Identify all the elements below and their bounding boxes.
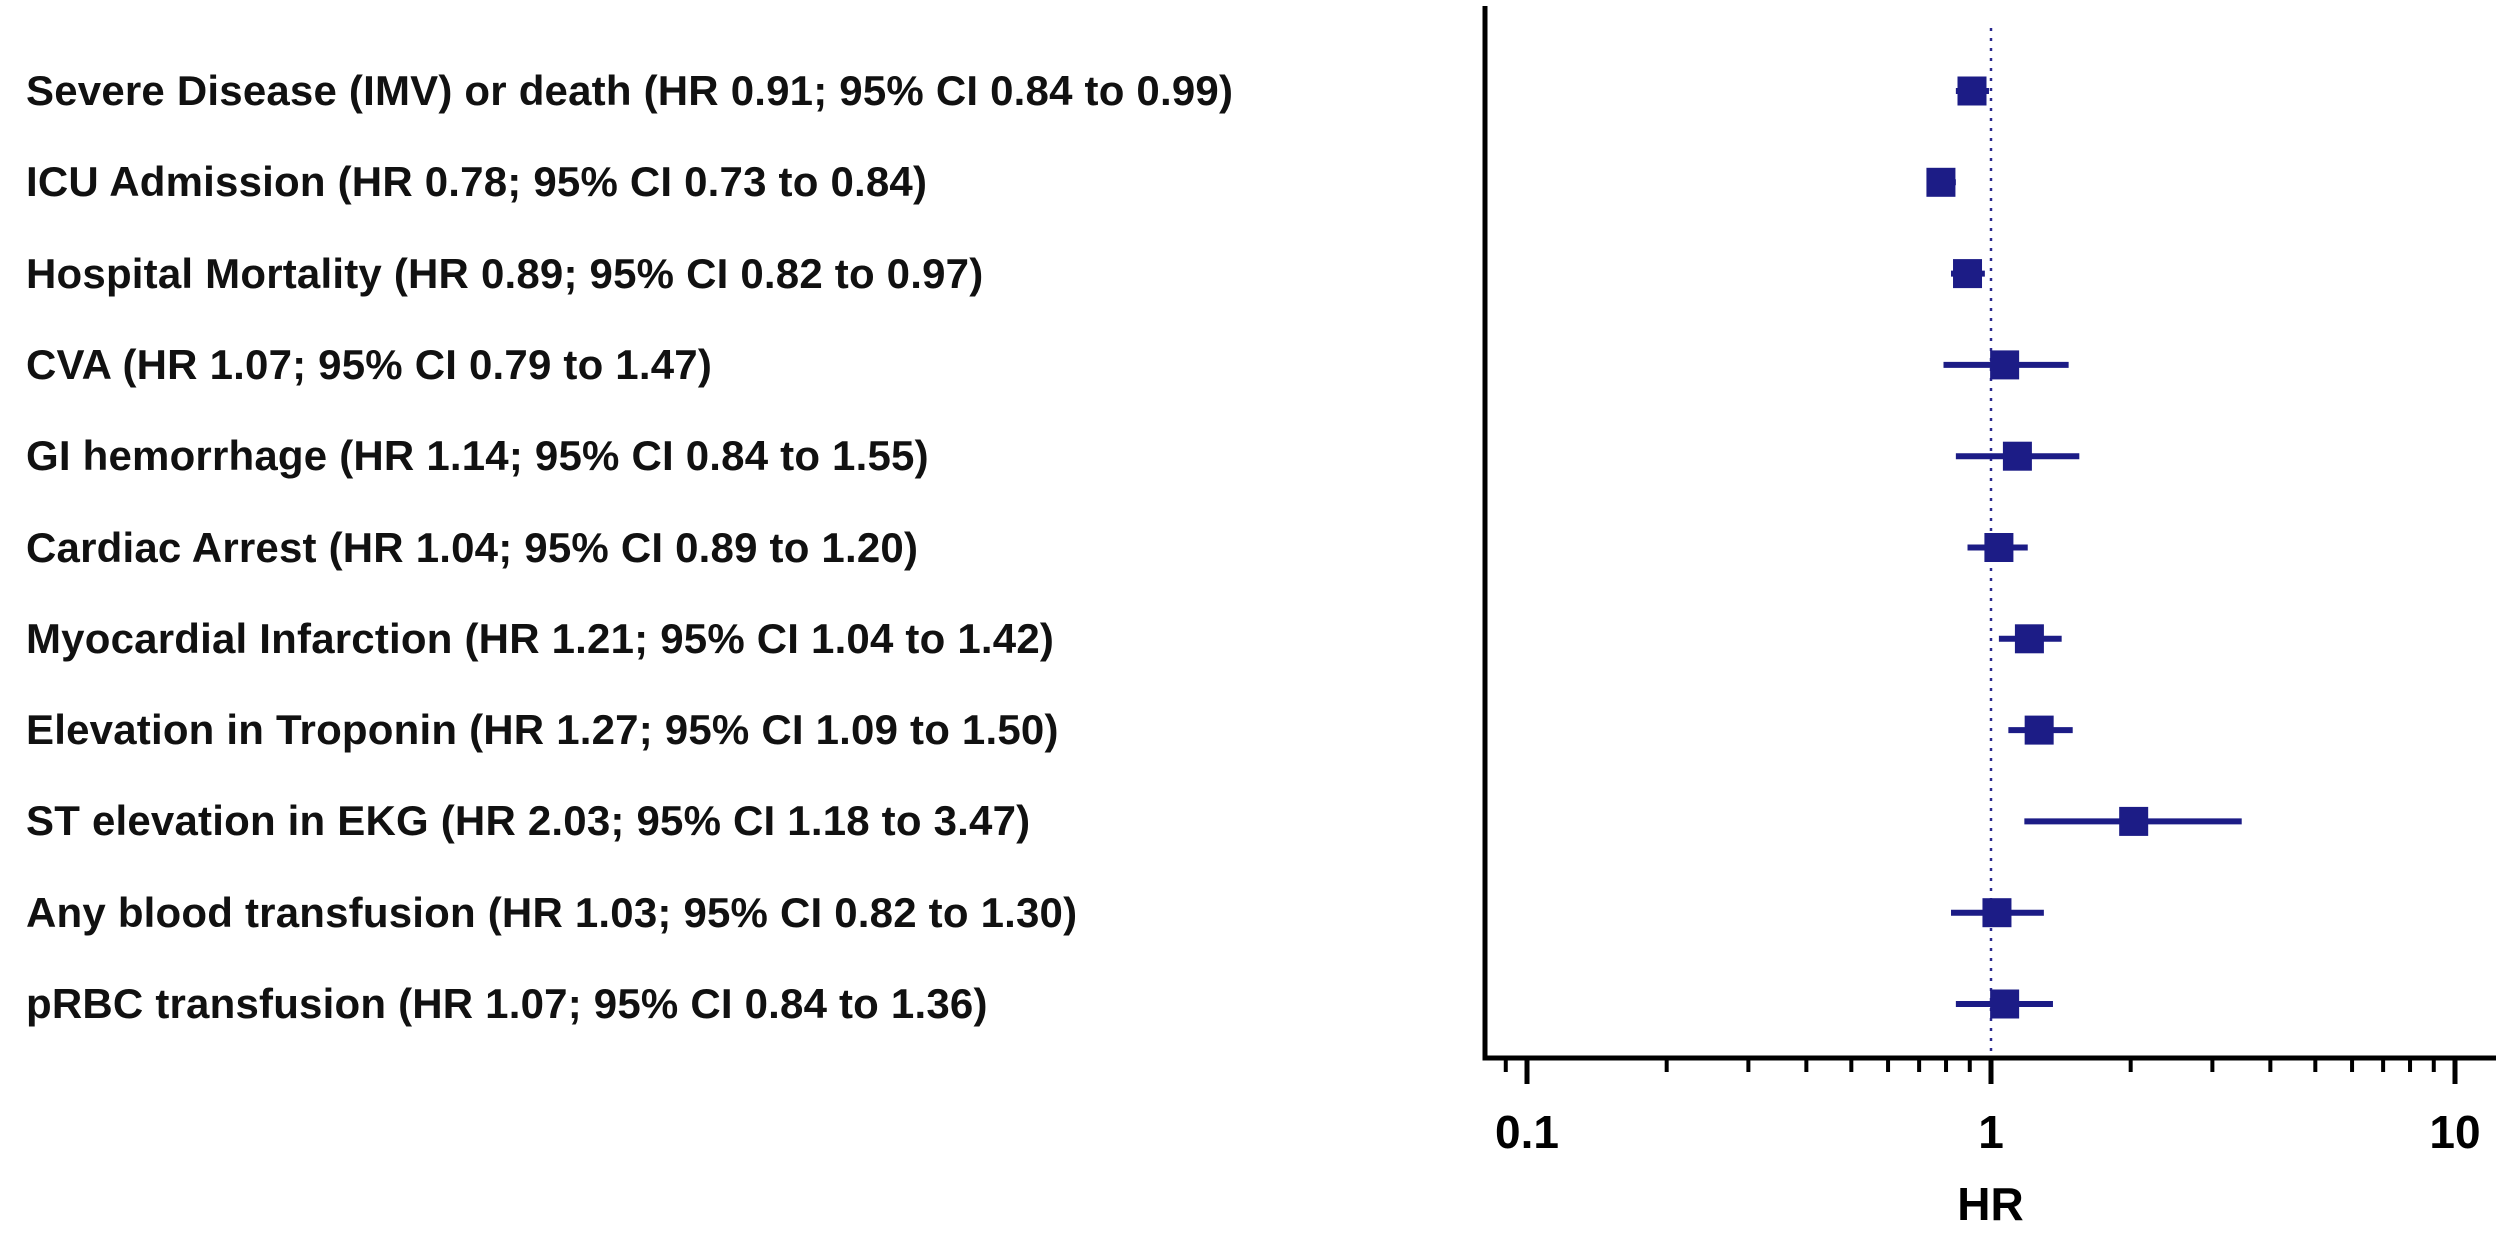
outcome-label: Elevation in Troponin (HR 1.27; 95% CI 1… (26, 706, 1059, 754)
hr-marker (1990, 350, 2020, 380)
hr-marker (1984, 533, 2014, 562)
x-tick-label: 0.1 (1495, 1106, 1559, 1158)
hr-marker (2119, 806, 2149, 836)
hr-marker (1953, 259, 1983, 289)
outcome-label: Severe Disease (IMV) or death (HR 0.91; … (26, 67, 1234, 114)
x-axis-title: HR (1957, 1178, 2023, 1230)
x-tick-label: 1 (1978, 1106, 2004, 1158)
hr-marker (1982, 898, 2012, 928)
hr-marker (1957, 76, 1987, 106)
outcome-label: Myocardial Infarction (HR 1.21; 95% CI 1… (26, 614, 1055, 662)
outcome-label: ST elevation in EKG (HR 2.03; 95% CI 1.1… (26, 797, 1031, 845)
outcome-label: GI hemorrhage (HR 1.14; 95% CI 0.84 to 1… (26, 432, 929, 480)
outcome-label: pRBC transfusion (HR 1.07; 95% CI 0.84 t… (26, 980, 988, 1027)
hr-marker (2002, 441, 2032, 471)
outcome-label: CVA (HR 1.07; 95% CI 0.79 to 1.47) (26, 340, 713, 388)
outcome-label: ICU Admission (HR 0.78; 95% CI 0.73 to 0… (26, 158, 928, 206)
hr-marker (2014, 624, 2044, 654)
hr-marker (1990, 989, 2020, 1019)
outcome-label: Cardiac Arrest (HR 1.04; 95% CI 0.89 to … (26, 523, 919, 571)
hr-marker (1926, 167, 1956, 197)
outcome-label: Hospital Mortality (HR 0.89; 95% CI 0.82… (26, 249, 984, 297)
hr-marker (2024, 715, 2054, 745)
x-tick-label: 10 (2429, 1106, 2480, 1158)
outcome-label: Any blood transfusion (HR 1.03; 95% CI 0… (26, 888, 1078, 936)
